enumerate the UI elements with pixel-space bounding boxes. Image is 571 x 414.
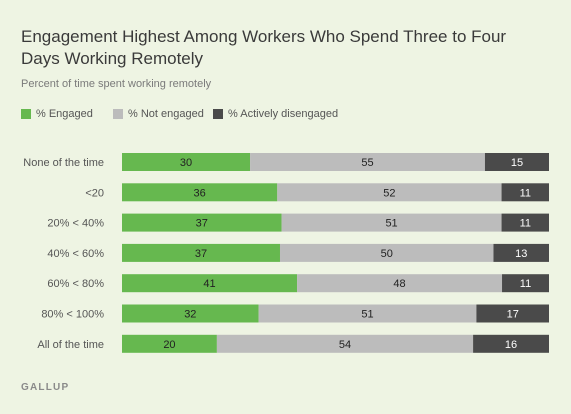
category-label: 60% < 80% xyxy=(47,278,104,290)
chart-subtitle: Percent of time spent working remotely xyxy=(21,78,212,90)
bar-segment-not-engaged xyxy=(258,304,477,323)
category-label: 20% < 40% xyxy=(47,218,104,230)
legend-swatch-actively-disengaged xyxy=(213,109,223,119)
legend-label-engaged: % Engaged xyxy=(36,108,93,120)
data-label-not-engaged: 54 xyxy=(339,339,351,351)
legend-swatch-not-engaged xyxy=(113,109,123,119)
data-label-engaged: 36 xyxy=(194,187,206,199)
data-label-engaged: 37 xyxy=(196,218,208,230)
bar-segment-not-engaged xyxy=(281,213,502,232)
bar-segment-actively-disengaged xyxy=(501,183,549,202)
bar-segment-engaged xyxy=(122,183,278,202)
bar-segment-not-engaged xyxy=(297,274,503,293)
bar-segment-actively-disengaged xyxy=(493,243,549,262)
category-label: All of the time xyxy=(37,339,104,351)
bar-segment-not-engaged xyxy=(250,153,485,171)
bar-segment-engaged xyxy=(122,243,280,262)
data-label-not-engaged: 51 xyxy=(385,218,397,230)
bar-segment-actively-disengaged xyxy=(473,334,549,353)
bar-segment-not-engaged xyxy=(279,243,494,262)
category-label: None of the time xyxy=(23,157,104,169)
category-label: <20 xyxy=(85,187,104,199)
legend-label-not-engaged: % Not engaged xyxy=(128,108,204,120)
data-label-engaged: 30 xyxy=(180,157,192,169)
category-label: 40% < 60% xyxy=(47,248,104,260)
data-label-engaged: 20 xyxy=(163,339,175,351)
legend-swatch-engaged xyxy=(21,109,31,119)
data-label-actively-disengaged: 15 xyxy=(511,157,523,169)
data-label-engaged: 32 xyxy=(184,309,196,321)
bar-segment-engaged xyxy=(122,213,282,232)
data-label-engaged: 37 xyxy=(195,248,207,260)
bar-segment-actively-disengaged xyxy=(502,274,549,293)
bar-segment-actively-disengaged xyxy=(484,153,549,171)
chart-title: Engagement Highest Among Workers Who Spe… xyxy=(21,27,507,68)
category-label: 80% < 100% xyxy=(41,309,104,321)
data-label-actively-disengaged: 16 xyxy=(505,339,517,351)
data-label-actively-disengaged: 13 xyxy=(515,248,527,260)
data-label-actively-disengaged: 11 xyxy=(520,187,531,199)
bar-segment-engaged xyxy=(122,274,298,293)
data-label-not-engaged: 52 xyxy=(383,187,395,199)
bar-segment-not-engaged xyxy=(277,183,502,202)
data-label-not-engaged: 55 xyxy=(361,157,373,169)
bar-segment-actively-disengaged xyxy=(476,304,549,323)
data-label-actively-disengaged: 17 xyxy=(507,309,519,321)
gallup-logo: GALLUP xyxy=(21,382,70,393)
data-label-engaged: 41 xyxy=(203,278,215,290)
data-label-not-engaged: 50 xyxy=(381,248,393,260)
data-label-actively-disengaged: 11 xyxy=(520,218,531,230)
bar-segment-not-engaged xyxy=(216,334,474,353)
data-label-not-engaged: 48 xyxy=(393,278,405,290)
bar-segment-engaged xyxy=(122,334,217,353)
bar-segment-actively-disengaged xyxy=(501,213,549,232)
legend-label-actively-disengaged: % Actively disengaged xyxy=(228,108,339,120)
data-label-not-engaged: 51 xyxy=(361,309,373,321)
bar-segment-engaged xyxy=(122,304,259,323)
bar-segment-engaged xyxy=(122,153,251,171)
data-label-actively-disengaged: 11 xyxy=(520,278,531,290)
